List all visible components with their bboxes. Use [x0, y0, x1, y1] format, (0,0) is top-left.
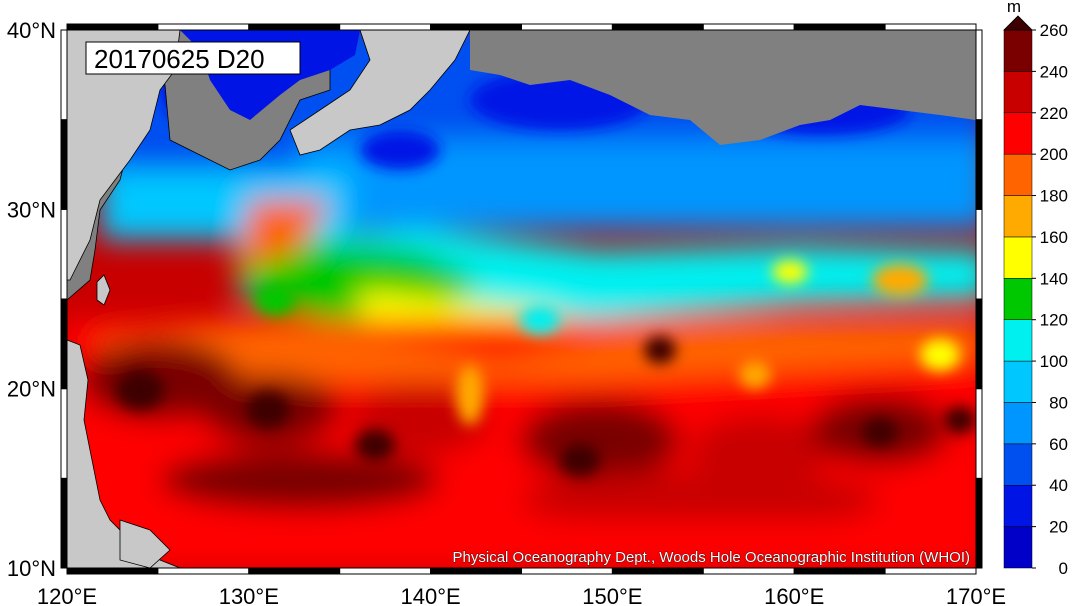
frame-segment-top — [884, 23, 977, 31]
frame-segment-top — [157, 23, 250, 31]
plot-border — [66, 29, 977, 569]
frame-segment-right — [975, 298, 983, 390]
colorbar-label: 200 — [1040, 145, 1068, 164]
colorbar-label: 180 — [1040, 187, 1068, 206]
colorbar-label: 20 — [1049, 518, 1068, 537]
frame-segment-right — [975, 119, 983, 210]
lon-tick-label: 130°E — [219, 584, 279, 606]
lon-tick-label: 120°E — [37, 584, 97, 606]
frame-segment-right — [975, 477, 983, 569]
colorbar-label: 240 — [1040, 62, 1068, 81]
frame-segment-left — [60, 29, 68, 121]
frame-segment-top — [521, 23, 613, 31]
lat-tick-label: 10°N — [7, 556, 56, 581]
lat-axis: 10°N 20°N 30°N 40°N — [7, 18, 56, 581]
lat-tick-label: 40°N — [7, 18, 56, 43]
colorbar-label: 0 — [1059, 559, 1068, 578]
frame-segment-right — [975, 208, 983, 300]
frame-segment-top — [248, 23, 341, 31]
colorbar-swatch — [1003, 484, 1033, 527]
colorbar-label: 120 — [1040, 311, 1068, 330]
colorbar-swatch — [1003, 195, 1033, 238]
credit-text: Physical Oceanography Dept., Woods Hole … — [453, 549, 970, 566]
map-frame — [60, 23, 983, 575]
frame-segment-right — [975, 388, 983, 479]
colorbar-label: 40 — [1049, 476, 1068, 495]
lat-tick-label: 20°N — [7, 377, 56, 402]
frame-segment-left — [60, 477, 68, 569]
date-label-text: 20170625 D20 — [94, 44, 265, 74]
colorbar-swatch — [1003, 278, 1033, 320]
lat-tick-label: 30°N — [7, 197, 56, 222]
frame-segment-top — [611, 23, 704, 31]
frame-segment-bottom — [611, 567, 704, 575]
colorbar-swatch — [1003, 153, 1033, 196]
frame-segment-left — [60, 388, 68, 479]
frame-segment-bottom — [884, 567, 977, 575]
lon-tick-label: 170°E — [946, 584, 1006, 606]
colorbar-label: 160 — [1040, 228, 1068, 247]
frame-segment-bottom — [521, 567, 613, 575]
date-label: 20170625 D20 — [85, 41, 301, 75]
frame-segment-bottom — [430, 567, 523, 575]
colorbar-label: 140 — [1040, 269, 1068, 288]
frame-segment-right — [975, 29, 983, 121]
frame-segment-left — [60, 208, 68, 300]
lon-tick-label: 160°E — [764, 584, 824, 606]
colorbar-swatch — [1003, 236, 1033, 279]
land — [67, 30, 976, 568]
colorbar-label: 60 — [1049, 435, 1068, 454]
frame-segment-top — [793, 23, 886, 31]
colorbar-swatch — [1003, 71, 1033, 114]
lon-tick-label: 140°E — [401, 584, 461, 606]
frame-segment-bottom — [66, 567, 159, 575]
colorbar-swatch — [1003, 319, 1033, 362]
colorbar-label: 80 — [1049, 393, 1068, 412]
colorbar-label: 220 — [1040, 104, 1068, 123]
frame-segment-top — [430, 23, 523, 31]
frame-segment-bottom — [702, 567, 795, 575]
colorbar-swatch — [1003, 443, 1033, 486]
plot-area: Physical Oceanography Dept., Woods Hole … — [67, 30, 976, 568]
colorbar: m 0 20 40 60 80 100 120 140 160 180 200 220 240 260 — [1003, 0, 1068, 578]
frame-segment-left — [60, 298, 68, 390]
colorbar-swatch — [1003, 29, 1033, 72]
frame-segment-top — [339, 23, 432, 31]
colorbar-overflow-arrow — [1003, 15, 1033, 31]
frame-segment-bottom — [157, 567, 250, 575]
frame-segment-bottom — [793, 567, 886, 575]
colorbar-unit: m — [1007, 0, 1021, 16]
lon-tick-label: 150°E — [582, 584, 642, 606]
frame-segment-left — [60, 119, 68, 210]
colorbar-swatch — [1003, 360, 1033, 403]
lon-axis: 120°E 130°E 140°E 150°E 160°E 170°E — [37, 584, 1006, 606]
frame-segment-bottom — [248, 567, 341, 575]
frame-segment-top — [66, 23, 159, 31]
colorbar-swatch — [1003, 526, 1033, 569]
colorbar-swatch — [1003, 112, 1033, 155]
frame-segment-top — [702, 23, 795, 31]
colorbar-label: 100 — [1040, 352, 1068, 371]
frame-segment-bottom — [339, 567, 432, 575]
colorbar-label: 260 — [1040, 21, 1068, 40]
colorbar-swatch — [1003, 402, 1033, 445]
